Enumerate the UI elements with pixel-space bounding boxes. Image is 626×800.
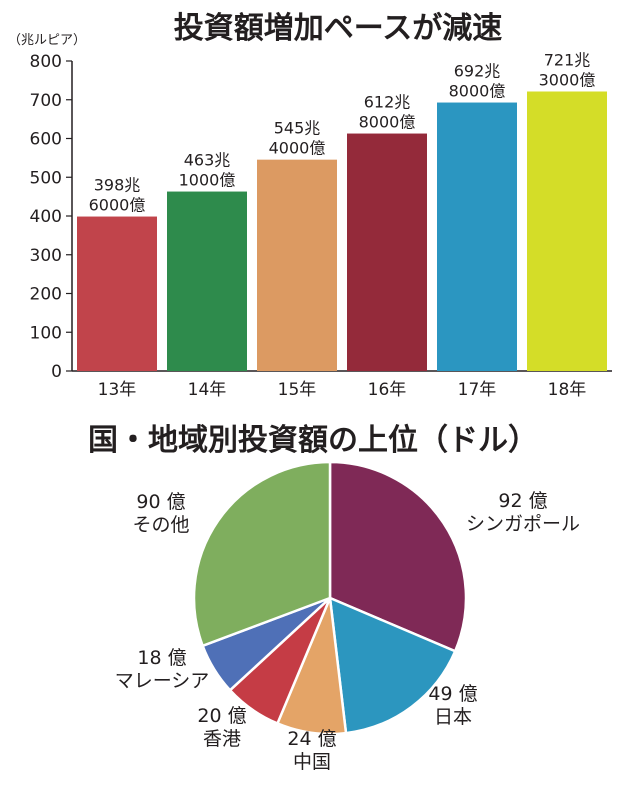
y-tick-label: 800 bbox=[30, 52, 62, 72]
bar bbox=[257, 159, 337, 371]
bar-value-label: 692兆 bbox=[454, 62, 501, 81]
pie-slice-value-label: 20 億 bbox=[197, 705, 246, 727]
pie-slice bbox=[328, 596, 457, 735]
pie-slice-value-label: 92 億 bbox=[498, 490, 547, 512]
y-axis-unit-label: （兆ルピア） bbox=[8, 33, 86, 48]
pie-slice-value-label: 49 億 bbox=[428, 683, 477, 705]
bar-value-label: 612兆 bbox=[364, 93, 411, 112]
y-tick-label: 600 bbox=[30, 130, 62, 150]
pie-slice-value-label: 18 億 bbox=[137, 647, 186, 669]
bar bbox=[347, 133, 427, 371]
bar-value-label: 4000億 bbox=[269, 139, 326, 158]
y-tick-label: 500 bbox=[30, 168, 62, 188]
bar bbox=[527, 91, 607, 371]
bar-value-label: 1000億 bbox=[179, 171, 236, 190]
x-category-label: 15年 bbox=[278, 380, 317, 400]
x-category-label: 18年 bbox=[548, 380, 587, 400]
y-tick-label: 200 bbox=[30, 285, 62, 305]
pie-slice-name-label: 中国 bbox=[293, 751, 331, 773]
y-tick-label: 400 bbox=[30, 207, 62, 227]
pie-slice-name-label: マレーシア bbox=[115, 670, 210, 692]
pie-slice bbox=[192, 460, 332, 648]
y-tick-label: 700 bbox=[30, 91, 62, 111]
pie-slice-value-label: 24 億 bbox=[287, 728, 336, 750]
pie-slice-value-label: 90 億 bbox=[136, 491, 185, 513]
bar-value-label: 8000億 bbox=[359, 113, 416, 132]
x-category-label: 16年 bbox=[368, 380, 407, 400]
bar bbox=[437, 102, 517, 371]
pie-chart-title: 国・地域別投資額の上位（ドル） bbox=[88, 423, 538, 458]
pie-slice bbox=[328, 460, 468, 653]
pie-slice-name-label: 香港 bbox=[203, 728, 241, 750]
pie-slice-name-label: 日本 bbox=[434, 706, 472, 728]
bar-value-label: 8000億 bbox=[449, 82, 506, 101]
bar bbox=[167, 191, 247, 371]
bar-value-label: 398兆 bbox=[94, 176, 141, 195]
y-tick-label: 100 bbox=[30, 323, 62, 343]
x-category-label: 17年 bbox=[458, 380, 497, 400]
y-tick-label: 300 bbox=[30, 246, 62, 266]
bar-value-label: 6000億 bbox=[89, 196, 146, 215]
bar-value-label: 721兆 bbox=[544, 50, 591, 69]
bar bbox=[77, 216, 157, 371]
bar-value-label: 3000億 bbox=[539, 70, 596, 89]
pie-slice-name-label: シンガポール bbox=[466, 513, 580, 535]
y-tick-label: 0 bbox=[51, 362, 62, 382]
bar-chart-title: 投資額増加ペースが減速 bbox=[174, 11, 503, 46]
bar-value-label: 545兆 bbox=[274, 119, 321, 138]
pie-slice-name-label: その他 bbox=[132, 514, 189, 536]
x-category-label: 13年 bbox=[98, 380, 137, 400]
x-category-label: 14年 bbox=[188, 380, 227, 400]
bar-value-label: 463兆 bbox=[184, 151, 231, 170]
